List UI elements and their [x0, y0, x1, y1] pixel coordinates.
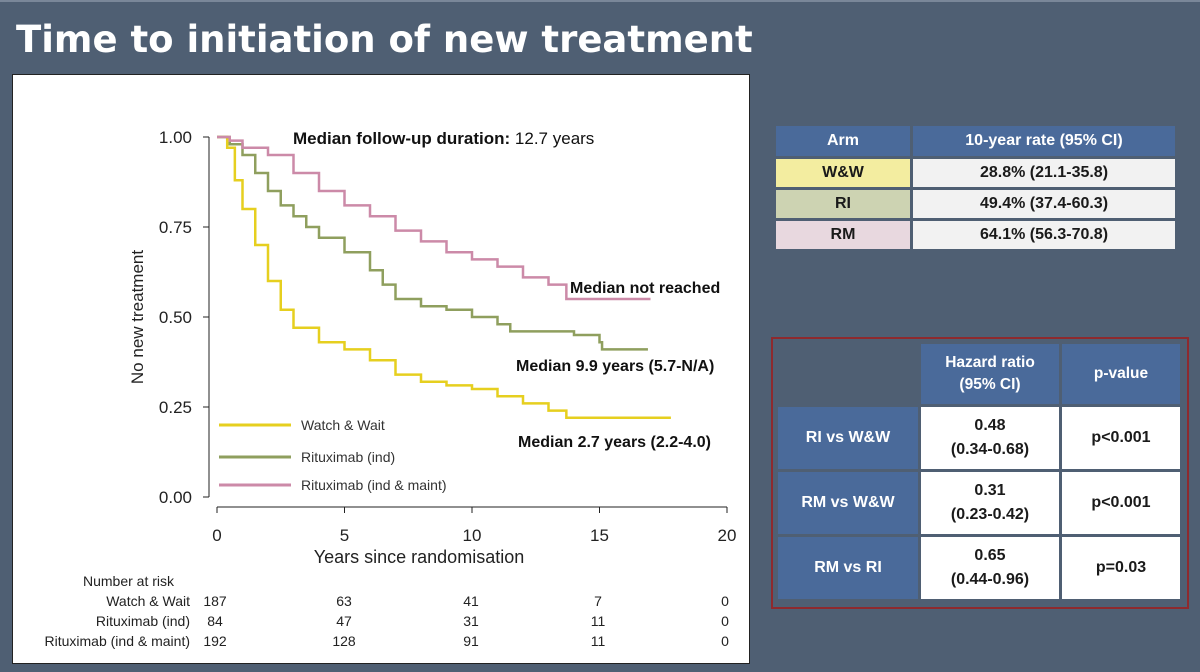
hazard-ratio-value: 0.31 [974, 482, 1006, 499]
risk-value: 11 [591, 633, 606, 649]
hazard-ratio-value: 0.65 [974, 547, 1006, 564]
risk-value: 91 [463, 633, 479, 649]
p-value: p=0.03 [1062, 537, 1180, 599]
risk-row-label: Rituximab (ind & maint) [45, 633, 191, 649]
empty-corner [778, 344, 918, 404]
followup-annotation: Median follow-up duration: 12.7 years [293, 129, 594, 148]
risk-value: 41 [463, 593, 479, 609]
hazard-ratio-ci: (0.34-0.68) [950, 441, 1030, 458]
y-tick-label: 1.00 [159, 128, 192, 147]
hazard-ratio-cell: 0.31 (0.23-0.42) [921, 472, 1059, 534]
risk-value: 7 [594, 593, 602, 609]
ten-year-rate-table: Arm 10-year rate (95% CI) W&W 28.8% (21.… [773, 123, 1178, 252]
risk-row-label: Rituximab (ind) [96, 613, 190, 629]
y-tick-label: 0.75 [159, 218, 192, 237]
rate-row-rm: RM 64.1% (56.3-70.8) [776, 221, 1175, 249]
hazard-ratio-cell: 0.65 (0.44-0.96) [921, 537, 1059, 599]
rate-value: 64.1% (56.3-70.8) [913, 221, 1175, 249]
arm-label: RM [776, 221, 910, 249]
risk-value: 11 [591, 613, 606, 629]
hr-row-rm-vs-ww: RM vs W&W 0.31 (0.23-0.42) p<0.001 [778, 472, 1180, 534]
risk-value: 128 [332, 633, 356, 649]
followup-value: 12.7 years [510, 129, 594, 148]
arm-label: RI [776, 190, 910, 218]
x-tick-label: 20 [718, 526, 737, 545]
x-tick-label: 5 [340, 526, 349, 545]
comparison-label: RI vs W&W [778, 407, 918, 469]
p-value: p<0.001 [1062, 407, 1180, 469]
risk-value: 63 [336, 593, 352, 609]
risk-value: 0 [721, 593, 729, 609]
x-tick-label: 10 [463, 526, 482, 545]
x-tick-label: 0 [212, 526, 221, 545]
rm-median-annotation: Median not reached [570, 280, 720, 297]
p-value-header: p-value [1062, 344, 1180, 404]
y-axis-title: No new treatment [128, 250, 147, 384]
ww-median-annotation: Median 2.7 years (2.2-4.0) [518, 434, 711, 451]
comparison-label: RM vs RI [778, 537, 918, 599]
risk-value: 0 [721, 633, 729, 649]
hazard-ratio-ci: (0.23-0.42) [950, 506, 1030, 523]
rate-header: 10-year rate (95% CI) [913, 126, 1175, 156]
rituximab-ind-curve [217, 135, 648, 351]
legend-watch-wait-label: Watch & Wait [301, 417, 385, 433]
hazard-ratio-value: 0.48 [974, 417, 1006, 434]
arm-label: W&W [776, 159, 910, 187]
top-divider-line [0, 0, 1200, 2]
risk-value: 0 [721, 613, 729, 629]
km-chart: 0.00 0.25 0.50 0.75 1.00 0 5 10 15 20 Years since … [45, 128, 737, 649]
followup-label: Median follow-up duration: [293, 129, 510, 148]
ri-median-annotation: Median 9.9 years (5.7-N/A) [516, 358, 714, 375]
x-axis-title: Years since randomisation [314, 547, 524, 567]
risk-value: 31 [463, 613, 479, 629]
rate-row-ww: W&W 28.8% (21.1-35.8) [776, 159, 1175, 187]
hazard-ratio-table: Hazard ratio (95% CI) p-value RI vs W&W … [775, 341, 1183, 602]
y-tick-label: 0.25 [159, 398, 192, 417]
risk-row-label: Watch & Wait [106, 593, 190, 609]
arm-header: Arm [776, 126, 910, 156]
hazard-ratio-header: Hazard ratio (95% CI) [921, 344, 1059, 404]
watch-wait-curve [217, 135, 671, 420]
hazard-ratio-ci: (0.44-0.96) [950, 571, 1030, 588]
hr-row-ri-vs-ww: RI vs W&W 0.48 (0.34-0.68) p<0.001 [778, 407, 1180, 469]
slide-title: Time to initiation of new treatment [16, 18, 753, 61]
risk-value: 84 [207, 613, 223, 629]
risk-value: 187 [203, 593, 227, 609]
hazard-ratio-cell: 0.48 (0.34-0.68) [921, 407, 1059, 469]
risk-table-title: Number at risk [83, 573, 175, 589]
legend-rituximab-ind-maint-label: Rituximab (ind & maint) [301, 477, 447, 493]
p-value: p<0.001 [1062, 472, 1180, 534]
comparison-label: RM vs W&W [778, 472, 918, 534]
km-plot-panel: 0.00 0.25 0.50 0.75 1.00 0 5 10 15 20 Years since … [12, 74, 750, 664]
rate-row-ri: RI 49.4% (37.4-60.3) [776, 190, 1175, 218]
risk-value: 47 [336, 613, 352, 629]
hr-row-rm-vs-ri: RM vs RI 0.65 (0.44-0.96) p=0.03 [778, 537, 1180, 599]
x-tick-label: 15 [590, 526, 609, 545]
rate-value: 28.8% (21.1-35.8) [913, 159, 1175, 187]
risk-value: 192 [203, 633, 227, 649]
legend-rituximab-ind-label: Rituximab (ind) [301, 449, 395, 465]
y-tick-label: 0.50 [159, 308, 192, 327]
hazard-ratio-header-line2: (95% CI) [959, 376, 1021, 393]
hazard-ratio-header-line1: Hazard ratio [945, 354, 1035, 371]
rate-value: 49.4% (37.4-60.3) [913, 190, 1175, 218]
y-tick-label: 0.00 [159, 488, 192, 507]
rituximab-ind-maint-curve [217, 135, 651, 301]
